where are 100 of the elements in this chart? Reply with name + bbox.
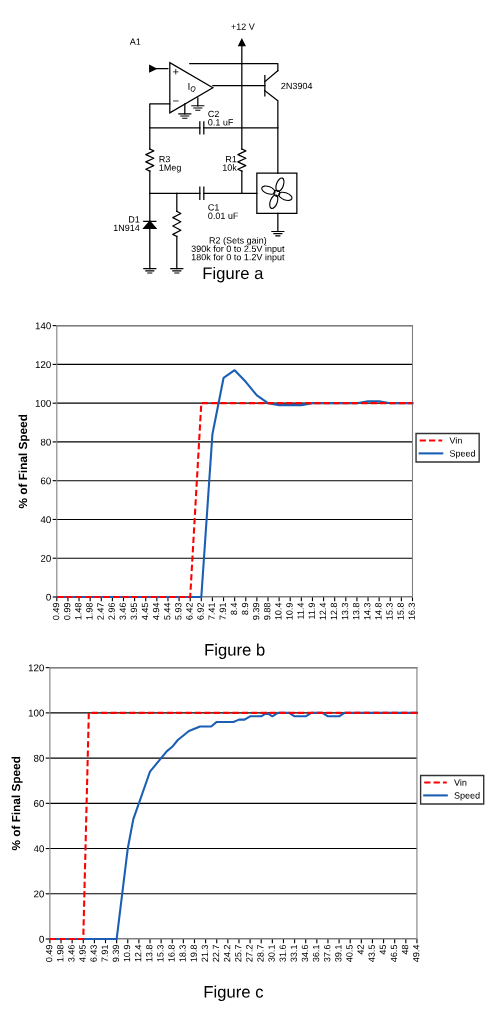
text: Figure a <box>203 266 264 283</box>
x-tick-label: 39.1 <box>335 945 342 962</box>
x-tick-label: 15.3 <box>386 602 393 620</box>
x-tick-label: 2.47 <box>97 603 104 620</box>
text: + <box>173 69 179 75</box>
y-axis-title: % of Final Speed <box>11 756 23 851</box>
x-tick-label: 12.4 <box>134 944 142 962</box>
text: +12 V <box>231 23 255 30</box>
y-tick-label: 100 <box>35 399 51 407</box>
y-tick-label: 80 <box>40 438 51 446</box>
y-tick-label: 20 <box>34 890 44 898</box>
x-tick-label: 13.3 <box>341 602 349 620</box>
x-tick-label: 7.91 <box>219 602 226 620</box>
x-tick-label: 3.95 <box>130 602 138 620</box>
text: 2N3904 <box>281 82 313 90</box>
x-tick-label: 36.1 <box>312 945 320 962</box>
y-tick-label: 140 <box>35 322 51 330</box>
x-tick-label: 1.48 <box>75 602 82 620</box>
x-tick-label: 5.44 <box>164 602 171 620</box>
y-tick-label: 40 <box>40 516 51 524</box>
y-tick-label: 0 <box>46 593 51 601</box>
x-tick-label: 12.4 <box>319 602 326 620</box>
x-tick-label: 4.94 <box>152 602 160 620</box>
text: R2 (Sets gain) 390k for 0 to 2.5V input 180k for 0 to 1.2V input <box>191 236 285 263</box>
x-tick-label: 8.4 <box>230 602 238 615</box>
x-tick-label: 13.8 <box>146 944 153 962</box>
x-tick-label: 31.6 <box>279 944 286 962</box>
y-tick-label: 120 <box>35 361 51 369</box>
x-tick-label: 21.3 <box>201 944 209 962</box>
x-tick-label: 22.7 <box>212 945 220 962</box>
x-tick-label: 14.8 <box>375 602 382 620</box>
x-tick-label: 1.98 <box>57 944 64 962</box>
x-tick-label: 16.8 <box>168 944 175 962</box>
x-tick-label: 14.3 <box>364 602 371 620</box>
text: D1 1N914 <box>113 216 140 232</box>
x-tick-label: 16.3 <box>408 602 415 620</box>
x-tick-label: 9.39 <box>112 944 120 962</box>
x-tick-label: 19.8 <box>190 944 197 962</box>
x-tick-label: 11.9 <box>308 602 315 619</box>
x-tick-label: 9.88 <box>264 602 271 620</box>
text: Figure b <box>205 643 265 660</box>
text: Figure c <box>204 985 264 1002</box>
x-tick-label: 0.49 <box>45 944 53 962</box>
x-tick-label: 42 <box>357 945 364 955</box>
y-tick-label: 40 <box>33 845 44 853</box>
legend-label: Speed <box>449 450 475 459</box>
x-tick-label: 4.95 <box>79 944 86 962</box>
text: A1 <box>129 38 141 45</box>
x-tick-label: 33.1 <box>290 945 298 962</box>
x-tick-label: 4.45 <box>141 602 149 620</box>
x-tick-label: 10.4 <box>275 602 282 620</box>
x-tick-label: 0.99 <box>63 602 71 620</box>
x-tick-label: 5.93 <box>175 602 182 620</box>
legend-label: Vin <box>449 437 462 444</box>
x-tick-label: 43.5 <box>368 944 375 962</box>
x-tick-label: 15.3 <box>157 944 164 962</box>
x-tick-label: 1.98 <box>86 602 93 620</box>
x-tick-label: 7.91 <box>101 945 108 962</box>
x-tick-label: 12.8 <box>330 602 338 620</box>
y-axis-title: % of Final Speed <box>18 414 30 509</box>
x-tick-label: 45 <box>379 944 386 955</box>
x-tick-label: 3.46 <box>119 602 126 620</box>
x-tick-label: 6.43 <box>90 944 97 962</box>
text: R3 1Meg <box>159 155 181 173</box>
y-tick-label: 60 <box>40 477 51 485</box>
x-tick-label: 27.2 <box>246 945 253 962</box>
y-tick-label: 60 <box>34 800 44 807</box>
legend-label: Vin <box>454 779 467 786</box>
y-tick-label: 20 <box>40 554 51 562</box>
y-tick-label: 100 <box>28 709 44 717</box>
x-tick-label: 30.1 <box>268 945 275 962</box>
x-tick-label: 25.7 <box>235 945 242 962</box>
x-tick-label: 7.41 <box>208 602 215 620</box>
x-tick-label: 9.39 <box>252 602 260 620</box>
x-tick-label: 15.8 <box>397 602 404 620</box>
x-tick-label: 46.5 <box>390 944 398 962</box>
x-tick-label: 3.46 <box>68 944 75 962</box>
x-tick-label: 6.42 <box>186 603 193 620</box>
x-tick-label: 24.2 <box>223 945 231 962</box>
x-tick-label: 10.9 <box>123 944 131 962</box>
x-tick-label: 10.9 <box>286 602 293 620</box>
x-tick-label: 11.4 <box>297 602 304 619</box>
x-tick-label: 28.7 <box>257 945 264 962</box>
text: I$_{Q}$ <box>188 83 196 93</box>
x-tick-label: 0.49 <box>52 602 60 620</box>
text: C1 0.01 uF <box>208 204 239 219</box>
x-tick-label: 40.5 <box>346 944 353 962</box>
x-tick-label: 18.3 <box>179 944 186 962</box>
text: R1 10k <box>222 156 237 171</box>
x-tick-label: 37.6 <box>323 944 331 962</box>
x-tick-label: 6.92 <box>197 603 204 620</box>
x-tick-label: 48 <box>401 944 409 955</box>
text: C2 0.1 uF <box>208 110 234 126</box>
x-tick-label: 13.8 <box>352 602 360 620</box>
text: − <box>173 100 179 102</box>
legend-label: Speed <box>454 792 480 801</box>
y-tick-label: 0 <box>39 935 44 943</box>
x-tick-label: 2.96 <box>108 602 115 620</box>
y-tick-label: 120 <box>28 664 44 672</box>
x-tick-label: 34.6 <box>301 944 309 962</box>
